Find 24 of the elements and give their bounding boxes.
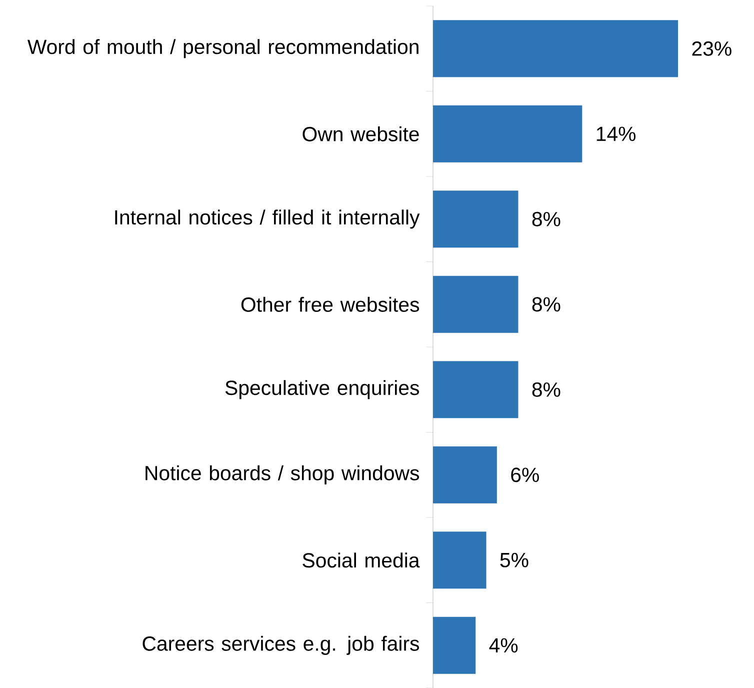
bar	[433, 532, 486, 589]
data-label: 23%	[692, 41, 732, 56]
data-label: 5%	[500, 552, 528, 568]
y-tick-label: Social media	[302, 552, 420, 568]
y-tick-label: Other free websites	[241, 296, 420, 312]
bar	[433, 446, 497, 504]
bar	[433, 20, 678, 78]
bar	[433, 190, 518, 248]
data-label: 8%	[532, 297, 560, 312]
bar	[433, 276, 518, 333]
bar	[433, 105, 582, 162]
data-label: 8%	[532, 382, 560, 397]
data-label: 14%	[596, 126, 636, 142]
y-tick-label: Internal notices / filled it internally	[115, 210, 420, 229]
data-label: 6%	[511, 468, 539, 482]
y-tick-label: Notice boards / shop windows	[146, 465, 419, 484]
y-tick-label: Careers services e.g. job fairs	[142, 636, 419, 655]
bar	[433, 361, 518, 418]
bar	[433, 616, 476, 674]
data-label: 4%	[489, 638, 518, 653]
y-tick-label: Word of mouth / personal recommendation	[27, 39, 418, 58]
y-tick-label: Speculative enquiries	[225, 380, 420, 400]
data-label: 8%	[532, 212, 560, 226]
y-tick-label: Own website	[302, 126, 419, 142]
